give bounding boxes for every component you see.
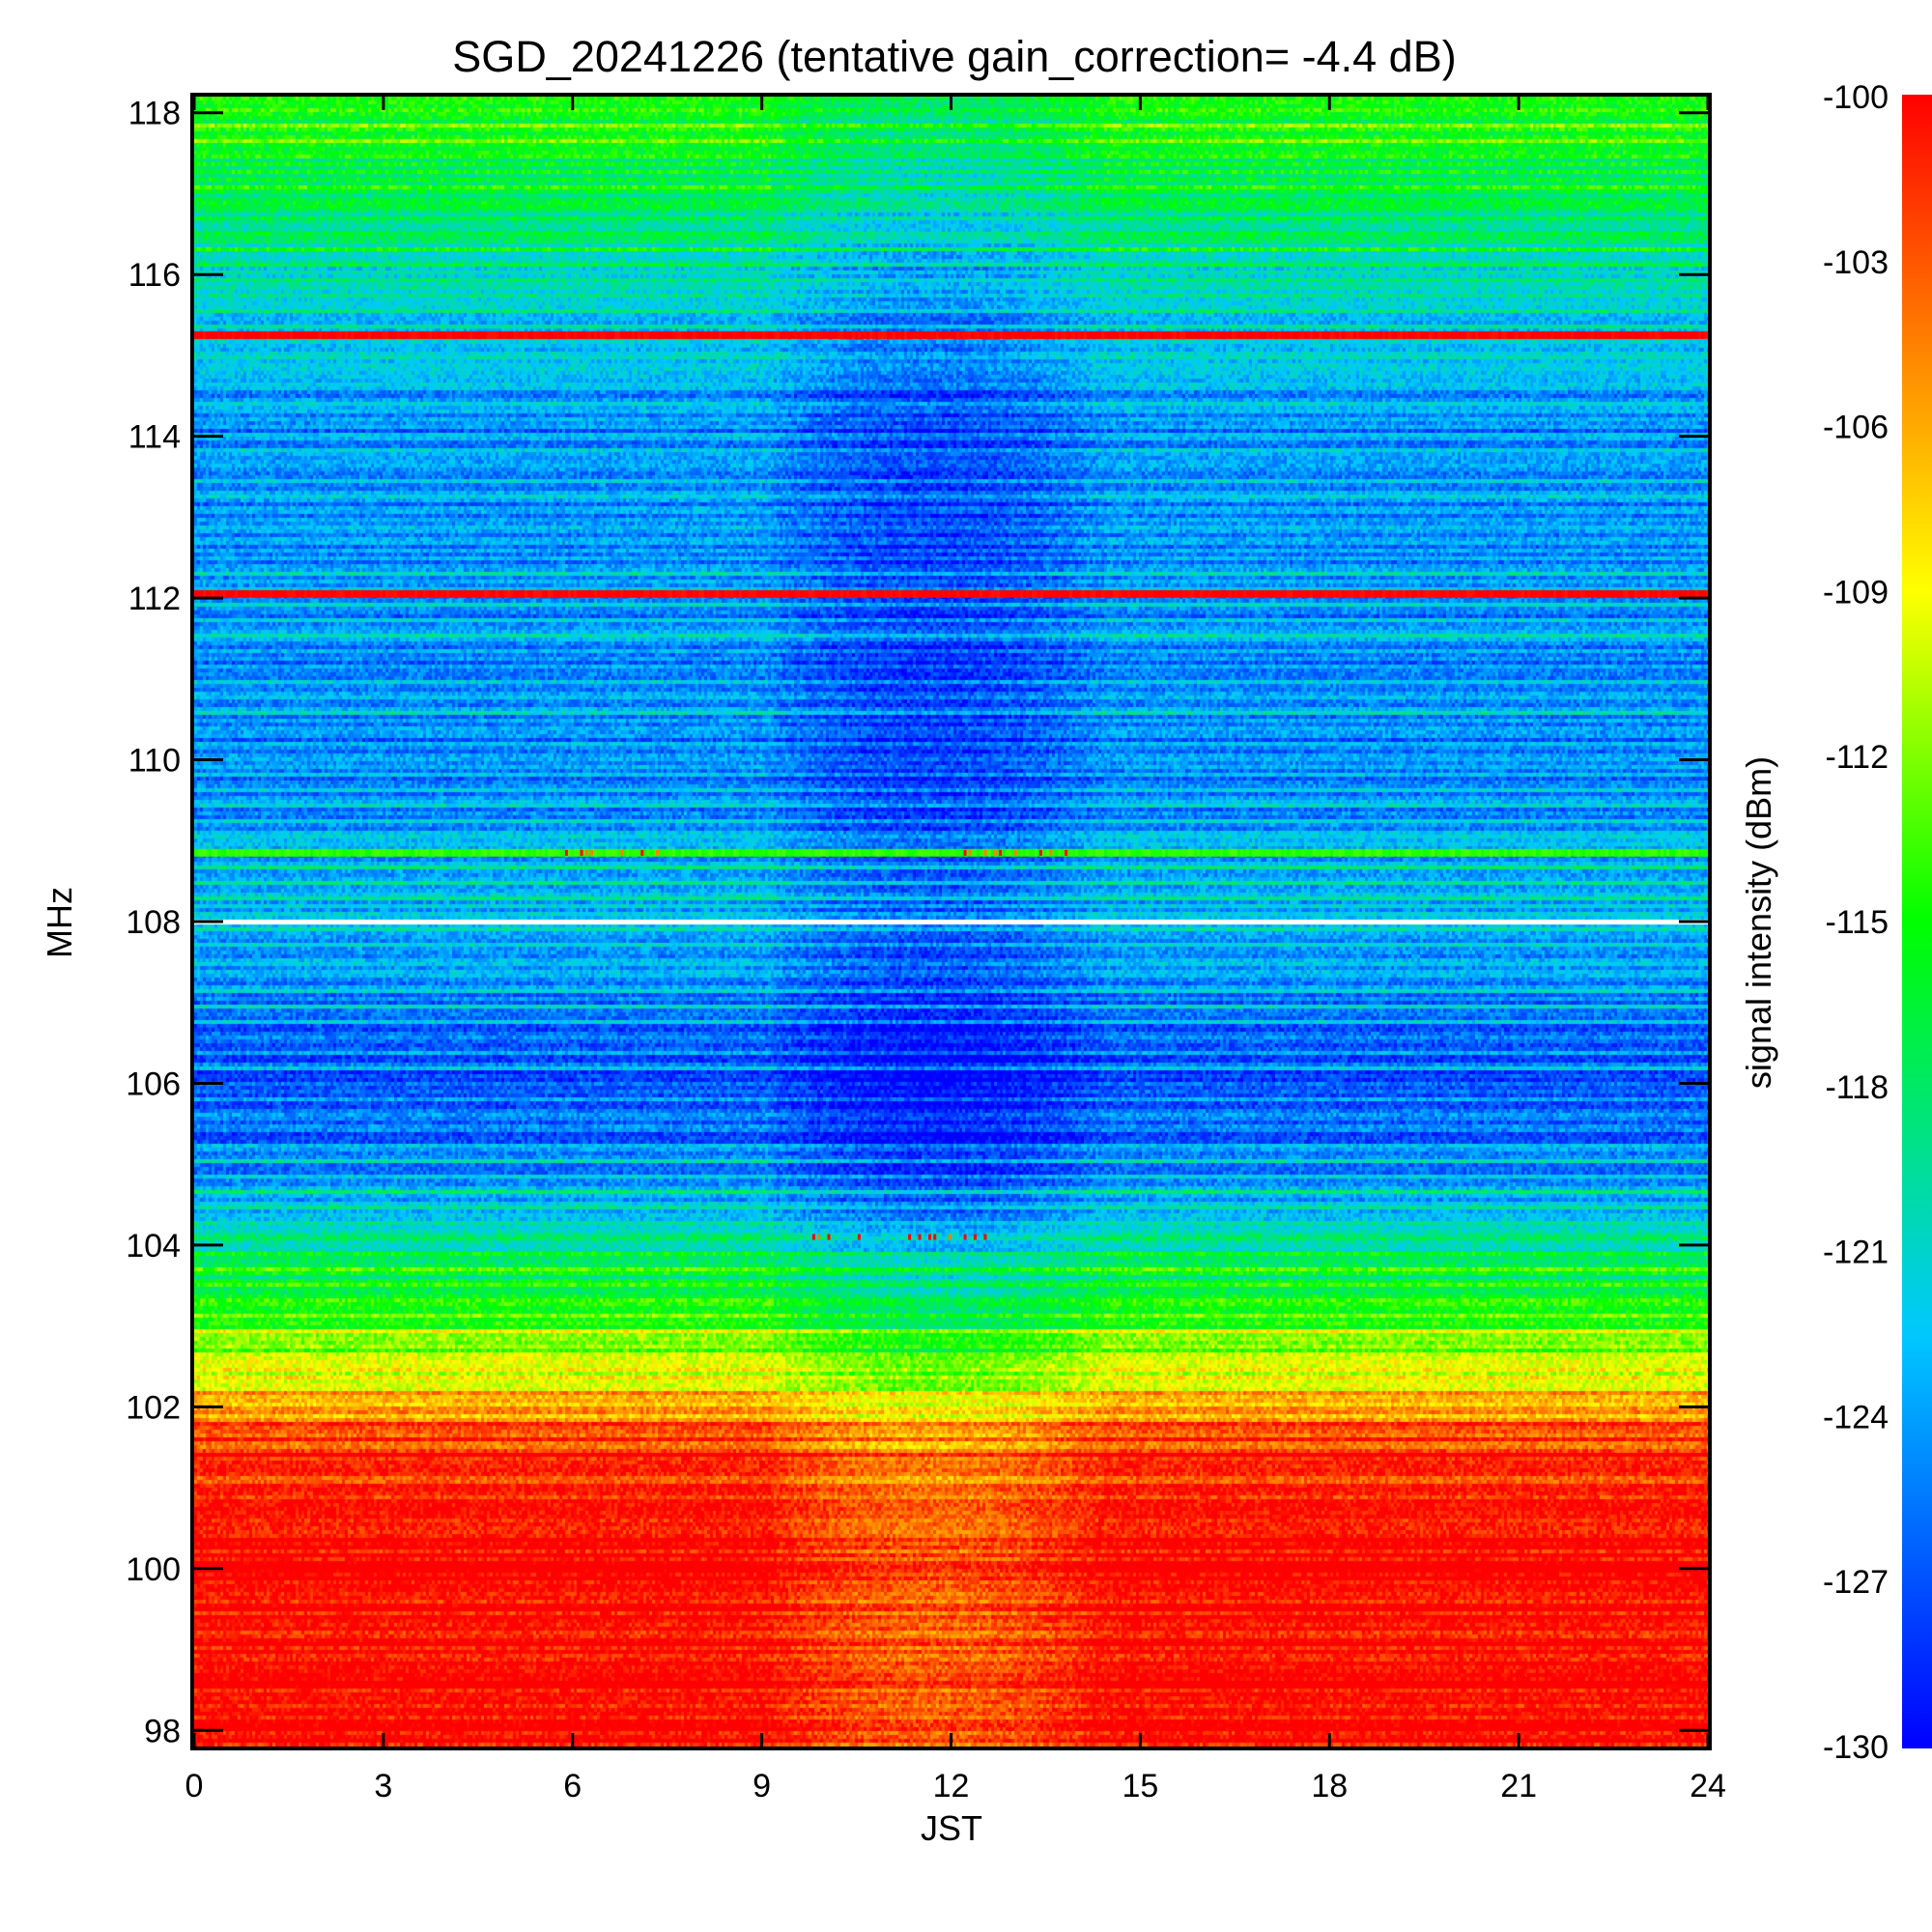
interference-spot — [983, 1234, 987, 1240]
interference-spot — [983, 849, 987, 856]
interference-spot — [1065, 849, 1068, 856]
interference-spot — [999, 849, 1003, 856]
x-axis: 0 3 6 9 12 15 18 21 24 — [185, 97, 1726, 1804]
colorbar-tick-label: -103 — [1823, 244, 1889, 281]
y-axis: 98 100 102 104 106 108 110 112 114 116 118 — [126, 96, 1708, 1749]
interference-spot — [584, 849, 588, 856]
interference-spot — [590, 849, 594, 856]
interference-spot — [811, 1234, 815, 1240]
y-tick-label: 116 — [128, 257, 181, 294]
interference-spot — [827, 1234, 831, 1240]
x-tick-label: 0 — [185, 1768, 204, 1804]
interference-spots — [564, 849, 1068, 1240]
interference-spot — [933, 1234, 937, 1240]
interference-spot — [857, 1234, 861, 1240]
interference-spot — [963, 1234, 967, 1240]
colorbar-label: signal intensity (dBm) — [1739, 756, 1778, 1089]
x-tick-label: 3 — [374, 1768, 392, 1804]
y-tick-label: 118 — [128, 96, 181, 132]
x-tick-label: 6 — [563, 1768, 582, 1804]
interference-spot — [993, 849, 997, 856]
interference-spot — [908, 1234, 912, 1240]
y-tick-label: 114 — [128, 419, 181, 456]
y-tick-label: 98 — [144, 1713, 181, 1749]
colorbar-tick-label: -121 — [1823, 1235, 1889, 1271]
interference-spot — [580, 849, 583, 856]
interference-spot — [1013, 849, 1017, 856]
colorbar-tick-label: -130 — [1823, 1729, 1889, 1766]
chart-title: SGD_20241226 (tentative gain_correction=… — [452, 32, 1456, 81]
interference-spot — [564, 849, 568, 856]
colorbar-tick-label: -124 — [1823, 1399, 1889, 1435]
y-tick-label: 110 — [128, 743, 181, 780]
interference-spot — [620, 849, 624, 856]
heatmap — [194, 97, 1708, 1747]
x-tick-label: 21 — [1500, 1768, 1537, 1804]
x-axis-label: JST — [921, 1808, 982, 1848]
interference-spot — [918, 1234, 922, 1240]
interference-spot — [655, 849, 659, 856]
interference-spot — [927, 1234, 931, 1240]
colorbar-tick-label: -112 — [1825, 739, 1889, 776]
interference-spot — [640, 849, 644, 856]
y-tick-label: 106 — [126, 1065, 181, 1102]
colorbar-tick-label: -115 — [1825, 904, 1889, 941]
y-axis-label: MHz — [40, 887, 79, 958]
plot-frame — [190, 93, 1712, 1750]
y-tick-label: 102 — [126, 1389, 181, 1426]
heatmap-cells — [194, 97, 1708, 1747]
colorbar-tick-label: -109 — [1823, 574, 1889, 611]
x-tick-label: 18 — [1311, 1768, 1348, 1804]
interference-spot — [1038, 849, 1042, 856]
x-tick-label: 9 — [753, 1768, 771, 1804]
interference-spot — [974, 1234, 978, 1240]
x-tick-label: 24 — [1690, 1768, 1726, 1804]
x-tick-label: 12 — [933, 1768, 970, 1804]
colorbar-tick-label: -100 — [1823, 79, 1889, 116]
interference-spot — [948, 1234, 952, 1240]
interference-spot — [968, 849, 972, 856]
y-tick-label: 108 — [126, 904, 181, 941]
colorbar-tick-label: -106 — [1823, 410, 1889, 446]
interference-spot — [1049, 849, 1053, 856]
x-tick-label: 15 — [1122, 1768, 1158, 1804]
interference-spot — [963, 849, 967, 856]
colorbar-tick-label: -118 — [1825, 1069, 1889, 1106]
y-tick-label: 112 — [128, 581, 181, 617]
interference-spot — [817, 1234, 821, 1240]
y-tick-label: 104 — [126, 1228, 181, 1264]
colorbar-tick-label: -127 — [1823, 1564, 1889, 1601]
y-tick-label: 100 — [126, 1551, 181, 1588]
colorbar — [1902, 95, 1932, 1748]
colorbar-ticks: -100 -103 -106 -109 -112 -115 -118 -121 -124 -127… — [1823, 79, 1889, 1766]
